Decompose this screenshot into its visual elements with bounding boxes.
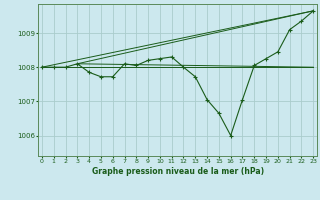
X-axis label: Graphe pression niveau de la mer (hPa): Graphe pression niveau de la mer (hPa) — [92, 167, 264, 176]
